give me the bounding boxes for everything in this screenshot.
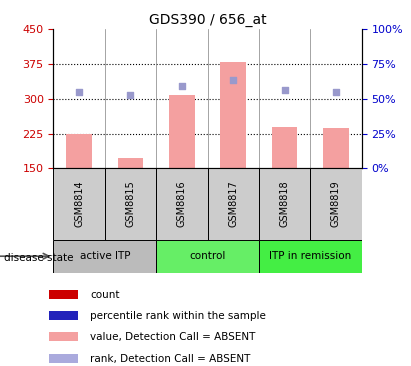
Bar [66,134,92,168]
Text: GSM8819: GSM8819 [331,181,341,227]
Bar [156,168,208,240]
Bar [118,158,143,168]
Bar [259,240,362,273]
Bar [272,127,298,168]
Point [76,89,82,95]
Point [333,89,339,95]
Point [127,92,134,98]
Bar [53,240,156,273]
Text: GSM8816: GSM8816 [177,181,187,227]
Bar [53,168,105,240]
Text: GSM8817: GSM8817 [228,181,238,227]
Bar [208,168,259,240]
Bar [220,62,246,168]
Text: control: control [189,251,226,261]
Text: count: count [90,290,120,300]
Point [178,83,185,89]
Bar [310,168,362,240]
Text: active ITP: active ITP [80,251,130,261]
Bar [49,332,78,341]
Text: rank, Detection Call = ABSENT: rank, Detection Call = ABSENT [90,354,251,364]
Bar [259,168,310,240]
Text: disease state: disease state [4,253,74,263]
Bar [323,128,349,168]
Text: GSM8814: GSM8814 [74,181,84,227]
Text: ITP in remission: ITP in remission [269,251,351,261]
Text: GSM8818: GSM8818 [279,181,290,227]
Bar [49,290,78,299]
Text: percentile rank within the sample: percentile rank within the sample [90,311,266,321]
Bar [49,311,78,320]
Title: GDS390 / 656_at: GDS390 / 656_at [149,13,266,27]
Bar [169,95,195,168]
Point [281,87,288,93]
Bar [49,354,78,363]
Bar [105,168,156,240]
Bar [156,240,259,273]
Point [230,77,237,83]
Text: GSM8815: GSM8815 [125,181,136,227]
Text: value, Detection Call = ABSENT: value, Detection Call = ABSENT [90,332,256,342]
